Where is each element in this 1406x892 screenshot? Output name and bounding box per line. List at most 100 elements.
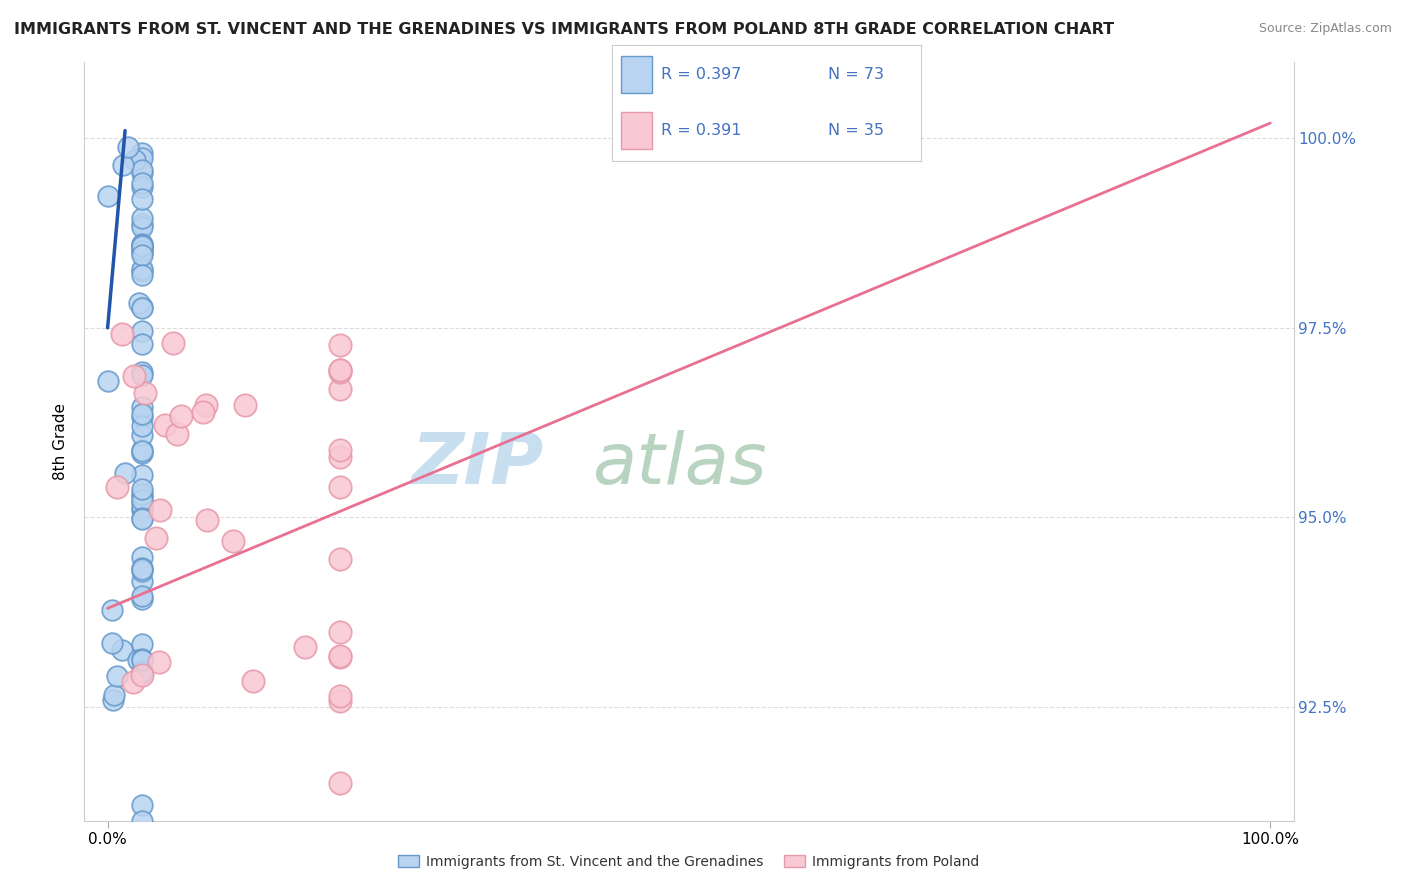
Point [148, 502, 170, 516]
Point [131, 236, 153, 251]
Point [101, 693, 124, 707]
Point [131, 651, 153, 665]
Point [131, 244, 153, 259]
Point [114, 466, 136, 480]
Point [124, 153, 146, 168]
Point [105, 669, 128, 683]
Point [162, 335, 184, 350]
Point [131, 664, 153, 678]
Point [122, 369, 145, 384]
Point [97, 374, 120, 388]
Text: Source: ZipAtlas.com: Source: ZipAtlas.com [1258, 22, 1392, 36]
Point [105, 480, 128, 494]
Point [131, 324, 153, 338]
Point [195, 513, 218, 527]
Point [131, 217, 153, 231]
Point [131, 428, 153, 442]
Point [131, 192, 153, 206]
Point [131, 511, 153, 525]
Point [101, 636, 124, 650]
Point [131, 176, 153, 190]
Point [131, 562, 153, 576]
Text: ZIP: ZIP [412, 430, 544, 499]
Point [131, 503, 153, 517]
Point [131, 574, 153, 588]
Point [131, 241, 153, 255]
Point [166, 427, 188, 442]
Point [131, 665, 153, 680]
Point [127, 653, 149, 667]
Point [131, 237, 153, 252]
Point [131, 589, 153, 603]
Point [131, 239, 153, 253]
Point [131, 220, 153, 235]
Point [131, 166, 153, 180]
Point [145, 531, 167, 545]
Point [329, 625, 352, 640]
Point [131, 419, 153, 434]
Bar [621, 112, 652, 149]
Point [131, 446, 153, 460]
Point [329, 338, 352, 352]
Point [329, 363, 352, 377]
Point [329, 649, 352, 664]
Point [131, 336, 153, 351]
Point [131, 561, 153, 575]
Point [329, 450, 352, 464]
Point [131, 444, 153, 458]
Point [131, 442, 153, 457]
Point [222, 534, 245, 549]
Bar [621, 56, 652, 94]
Point [131, 262, 153, 277]
Point [329, 689, 352, 703]
Text: N = 73: N = 73 [828, 67, 884, 82]
Point [329, 382, 352, 396]
Point [103, 689, 125, 703]
Point [131, 244, 153, 259]
Point [131, 163, 153, 178]
Point [131, 211, 153, 225]
Text: R = 0.397: R = 0.397 [661, 67, 741, 82]
Point [329, 480, 352, 494]
Point [131, 500, 153, 514]
Point [131, 637, 153, 651]
Text: N = 35: N = 35 [828, 123, 884, 138]
Point [131, 495, 153, 509]
Point [121, 675, 143, 690]
Point [169, 409, 191, 423]
Point [131, 493, 153, 508]
Point [294, 640, 316, 654]
Point [242, 674, 264, 689]
Point [131, 489, 153, 503]
Point [131, 401, 153, 415]
Legend: Immigrants from St. Vincent and the Grenadines, Immigrants from Poland: Immigrants from St. Vincent and the Gren… [392, 849, 986, 874]
Point [148, 655, 170, 669]
Text: IMMIGRANTS FROM ST. VINCENT AND THE GRENADINES VS IMMIGRANTS FROM POLAND 8TH GRA: IMMIGRANTS FROM ST. VINCENT AND THE GREN… [14, 22, 1114, 37]
Point [111, 326, 134, 341]
Point [131, 145, 153, 160]
Point [134, 385, 156, 400]
Point [131, 151, 153, 165]
Point [131, 301, 153, 315]
Text: atlas: atlas [592, 430, 766, 499]
Point [117, 139, 139, 153]
Point [131, 365, 153, 379]
Point [128, 296, 150, 310]
Point [131, 407, 153, 421]
Point [131, 668, 153, 682]
Point [329, 775, 352, 789]
Point [131, 248, 153, 262]
Point [131, 468, 153, 483]
Point [131, 263, 153, 277]
Point [329, 650, 352, 665]
Point [131, 368, 153, 383]
Point [329, 365, 352, 379]
Point [131, 591, 153, 606]
Point [155, 417, 177, 432]
Point [131, 409, 153, 424]
Point [329, 552, 352, 566]
Point [131, 482, 153, 496]
Point [131, 653, 153, 667]
Point [97, 189, 120, 203]
Point [329, 363, 352, 377]
